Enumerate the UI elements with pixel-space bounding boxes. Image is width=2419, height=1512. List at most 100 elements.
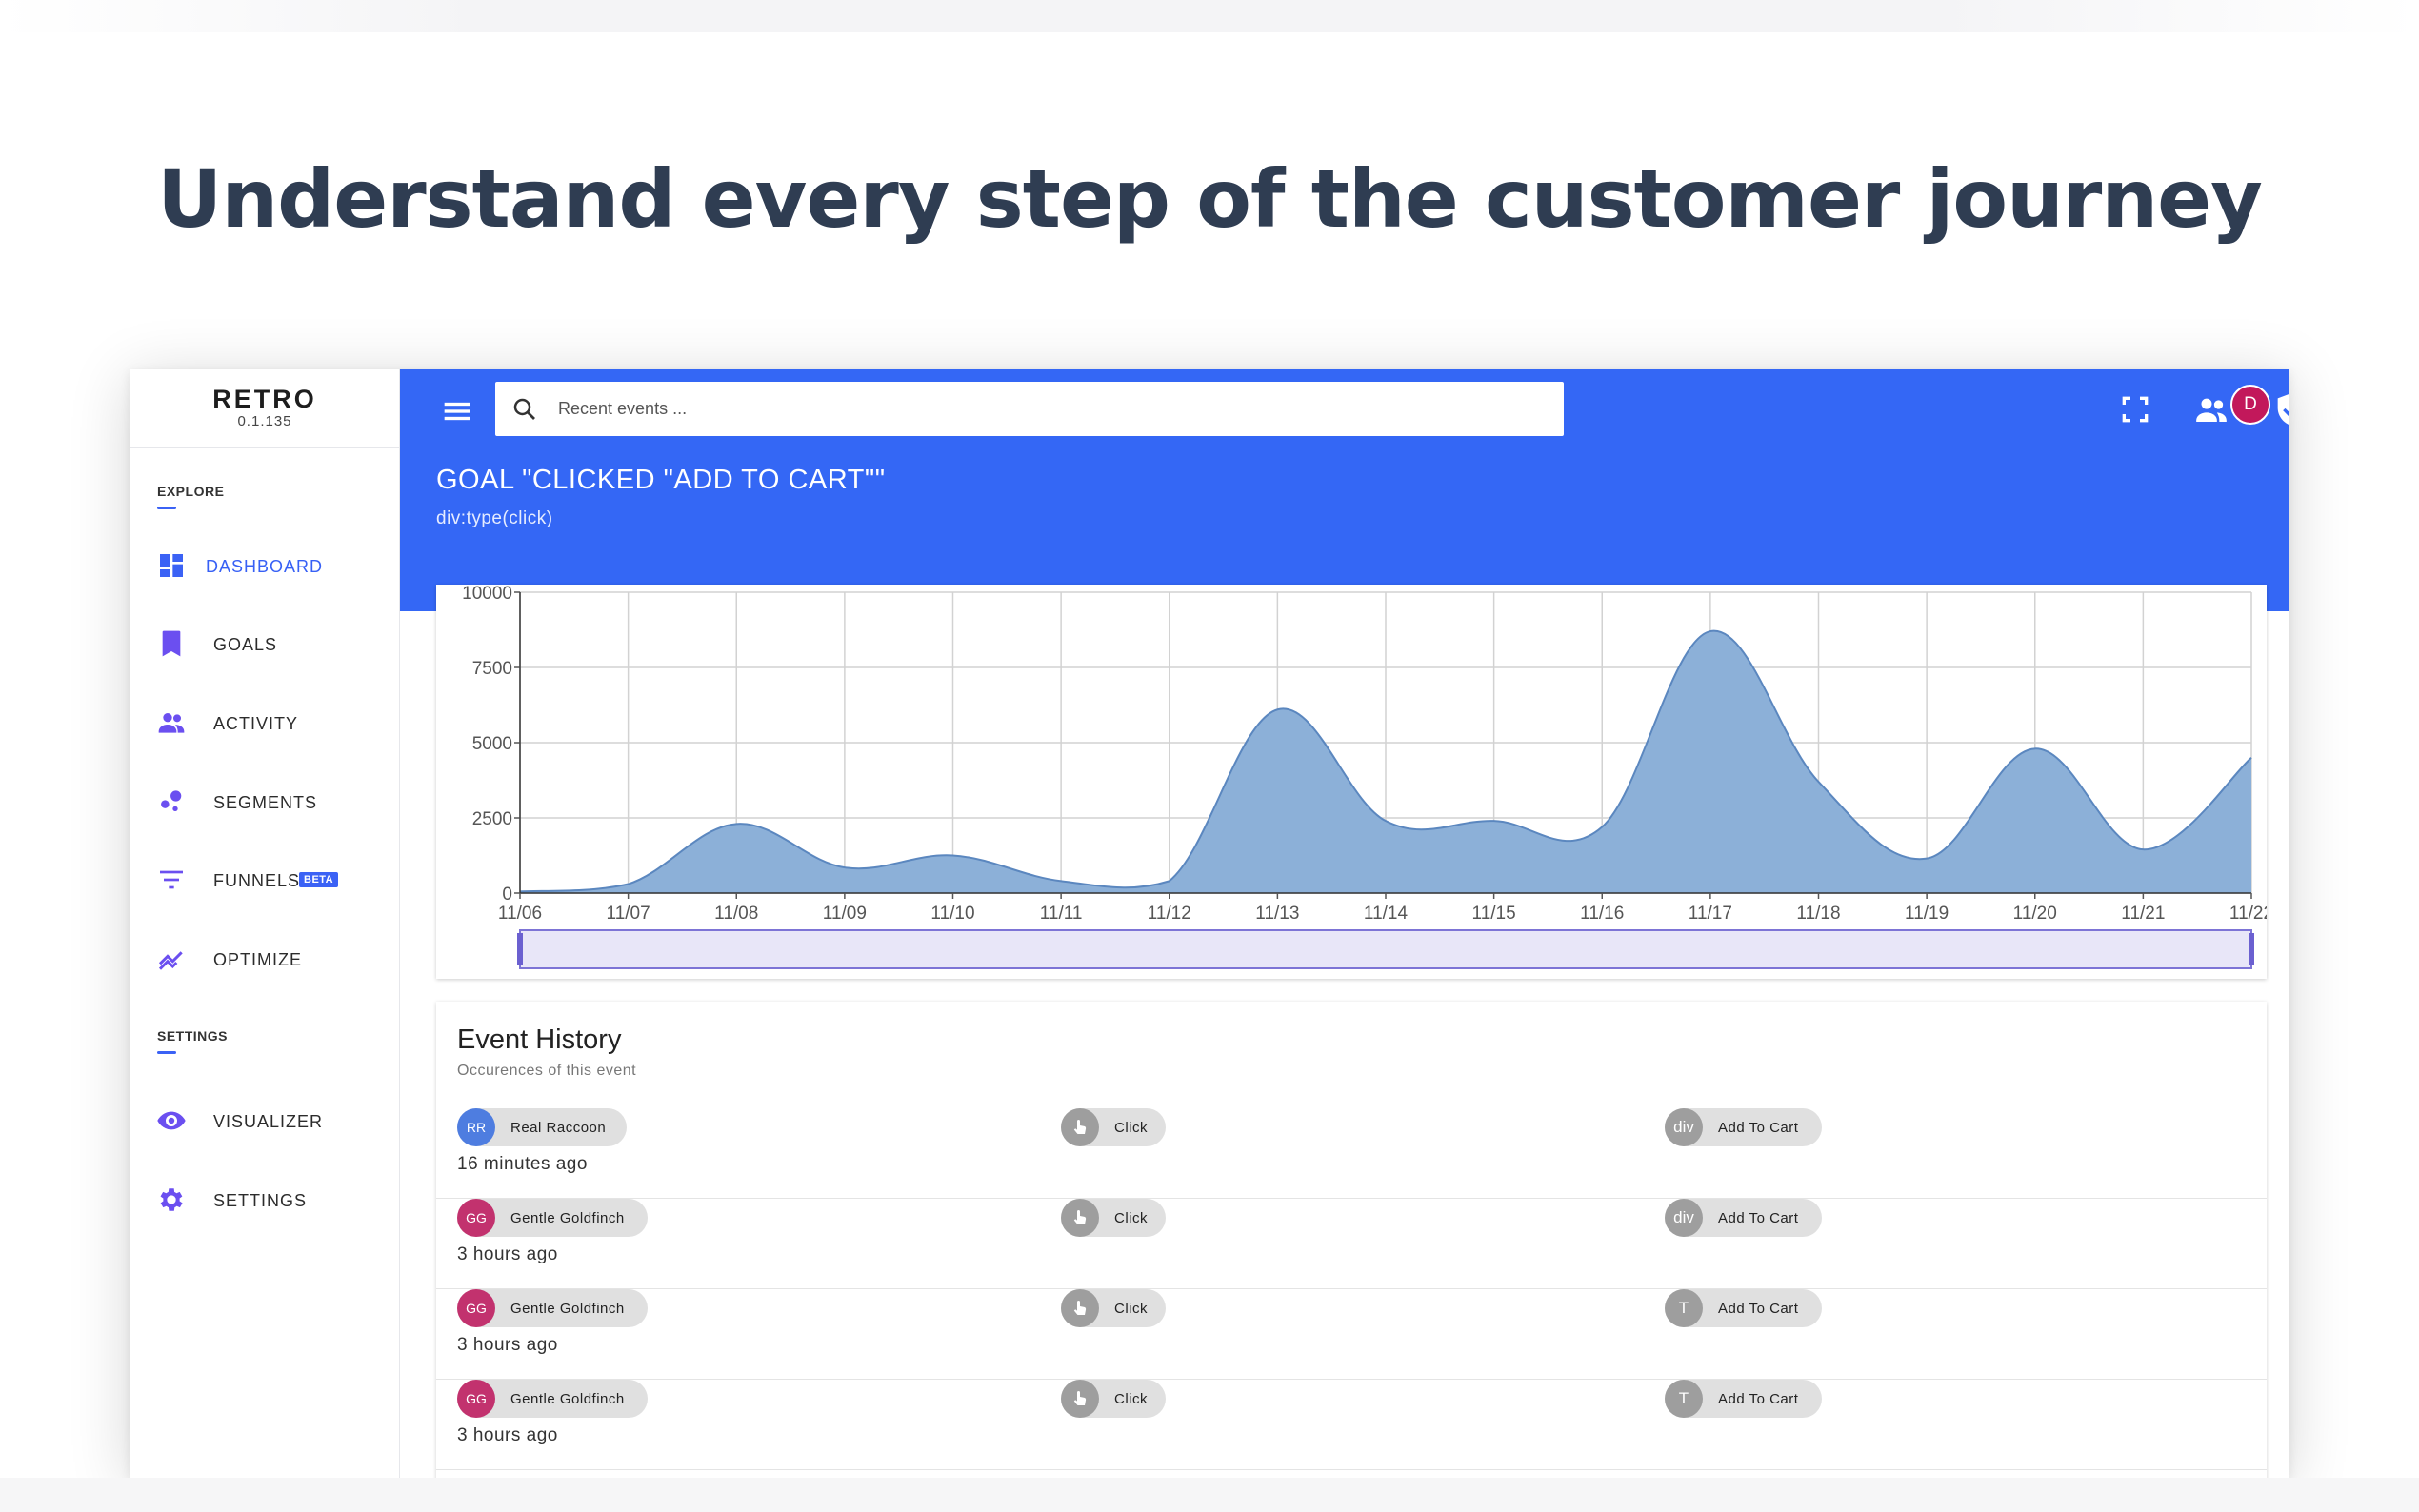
x-tick-label: 11/09 [823,904,867,924]
trending-icon [156,944,187,974]
sidebar-item-dashboard[interactable]: DASHBOARD [130,537,400,594]
x-tick-label: 11/17 [1689,904,1732,924]
section-label-settings: SETTINGS [157,1028,229,1054]
brush-handle-left[interactable] [517,933,523,965]
user-avatar: RR [457,1108,495,1146]
event-row[interactable]: GG Gentle Goldfinch Click T Add To Cart … [436,1380,2267,1470]
event-time: 3 hours ago [457,1335,558,1355]
user-name: Gentle Goldfinch [510,1210,625,1226]
action-label: Click [1114,1301,1148,1317]
menu-button[interactable] [438,392,476,430]
sidebar-item-label: GOALS [213,635,278,654]
action-chip[interactable]: Click [1061,1108,1166,1146]
y-tick-label: 10000 [462,585,512,604]
touch-icon [1061,1380,1099,1418]
y-tick-label: 7500 [472,659,512,679]
element-chip[interactable]: div Add To Cart [1665,1199,1822,1237]
action-label: Click [1114,1210,1148,1226]
sidebar-item-optimize[interactable]: OPTIMIZE [130,930,400,987]
event-time: 3 hours ago [457,1244,558,1264]
chart-card: 0 2500 5000 7500 10000 11/06 11/07 11/08 11/09 11… [436,585,2267,979]
action-chip[interactable]: Click [1061,1380,1166,1418]
sidebar-item-label: OPTIMIZE [213,950,302,969]
x-tick-label: 11/20 [2013,904,2057,924]
shield-check-icon [2277,393,2289,426]
sidebar-item-settings[interactable]: SETTINGS [130,1171,400,1228]
user-avatar[interactable]: D [2230,385,2270,425]
sidebar-item-label: SEGMENTS [213,793,318,812]
x-tick-label: 11/15 [1472,904,1516,924]
x-tick-label: 11/11 [1040,904,1083,924]
users-button[interactable] [2192,390,2230,428]
sidebar-item-goals[interactable]: GOALS [130,615,400,672]
element-chip[interactable]: T Add To Cart [1665,1289,1822,1327]
element-label: Add To Cart [1718,1301,1799,1317]
event-row[interactable]: RR Real Raccoon Click div Add To Cart 16… [436,1108,2267,1199]
user-chip[interactable]: GG Gentle Goldfinch [457,1199,648,1237]
event-time: 3 hours ago [457,1425,558,1445]
series-area [520,630,2251,893]
beta-badge: BETA [299,872,339,887]
search-box [495,382,1564,436]
element-tag: div [1665,1108,1703,1146]
y-tick-label: 2500 [472,809,512,829]
touch-icon [1061,1108,1099,1146]
touch-icon [1061,1289,1099,1327]
section-label-explore: EXPLORE [157,484,225,509]
search-input[interactable] [558,382,1549,436]
sidebar-item-label: VISUALIZER [213,1112,324,1131]
user-chip[interactable]: GG Gentle Goldfinch [457,1380,648,1418]
user-chip[interactable]: GG Gentle Goldfinch [457,1289,648,1327]
sidebar-item-funnels[interactable]: FUNNELS BETA [130,851,400,908]
action-chip[interactable]: Click [1061,1289,1166,1327]
app-window: RETRO 0.1.135 EXPLORE DASHBOARD GOALS AC… [130,369,2289,1478]
sidebar-item-label: ACTIVITY [213,714,299,733]
event-row[interactable]: GG Gentle Goldfinch Click div Add To Car… [436,1199,2267,1289]
element-label: Add To Cart [1718,1210,1799,1226]
element-tag: div [1665,1199,1703,1237]
user-name: Gentle Goldfinch [510,1391,625,1407]
user-avatar: GG [457,1199,495,1237]
brand-version: 0.1.135 [237,413,292,429]
action-label: Click [1114,1391,1148,1407]
event-row[interactable]: GG Gentle Goldfinch Click T Add To Cart … [436,1289,2267,1380]
event-time: 16 minutes ago [457,1154,588,1174]
header-band: 0 D GOAL "CLICKED "ADD TO CART"" div:typ… [400,369,2289,611]
sidebar-item-visualizer[interactable]: VISUALIZER [130,1092,400,1149]
x-tick-label: 11/19 [1905,904,1949,924]
touch-icon [1061,1199,1099,1237]
x-tick-label: 11/07 [607,904,650,924]
eye-icon [156,1105,187,1136]
sidebar-item-activity[interactable]: ACTIVITY [130,694,400,751]
sidebar: RETRO 0.1.135 EXPLORE DASHBOARD GOALS AC… [130,369,400,1478]
x-tick-label: 11/10 [930,904,974,924]
brand: RETRO 0.1.135 [130,369,400,448]
range-brush[interactable] [519,929,2252,969]
element-chip[interactable]: T Add To Cart [1665,1380,1822,1418]
sidebar-item-label: SETTINGS [213,1191,308,1210]
action-chip[interactable]: Click [1061,1199,1166,1237]
shield-button[interactable]: 0 [2271,390,2289,428]
fullscreen-button[interactable] [2116,390,2154,428]
brush-handle-right[interactable] [2249,933,2254,965]
people-icon [2196,398,2227,422]
user-avatar: GG [457,1289,495,1327]
x-tick-label: 11/06 [498,904,542,924]
user-name: Gentle Goldfinch [510,1301,625,1317]
element-tag: T [1665,1380,1703,1418]
user-avatar: GG [457,1380,495,1418]
x-tick-label: 11/21 [2121,904,2165,924]
x-tick-label: 11/12 [1148,904,1191,924]
search-icon [513,398,535,420]
sidebar-item-label: DASHBOARD [206,557,324,576]
fullscreen-icon [2122,396,2149,423]
goal-subtitle: div:type(click) [436,508,553,528]
gear-icon [156,1184,187,1215]
x-tick-label: 11/16 [1580,904,1624,924]
user-chip[interactable]: RR Real Raccoon [457,1108,627,1146]
sidebar-item-segments[interactable]: SEGMENTS [130,773,400,830]
element-chip[interactable]: div Add To Cart [1665,1108,1822,1146]
top-strip [0,0,2419,32]
bookmark-icon [156,628,187,659]
dashboard-icon [156,550,187,581]
